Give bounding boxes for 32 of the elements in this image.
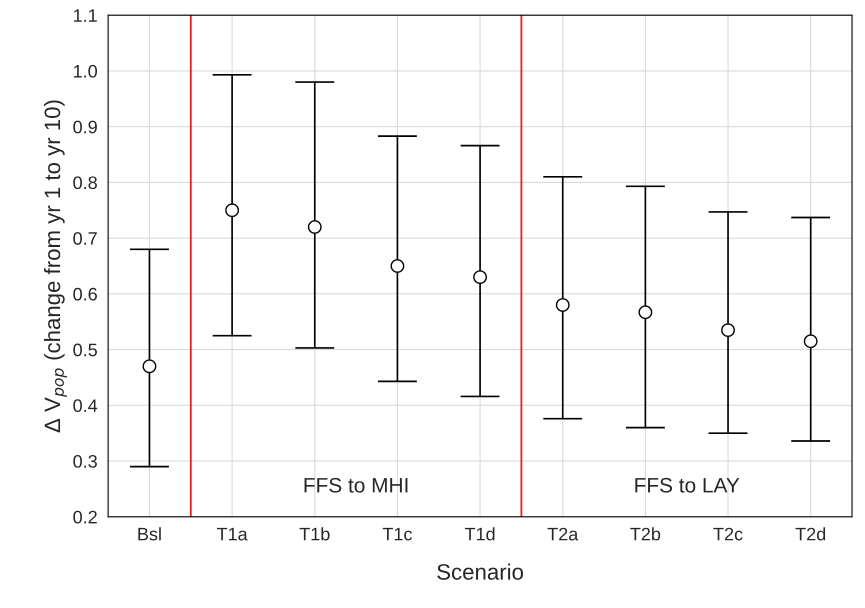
y-tick-label: 0.5 <box>73 344 97 356</box>
x-tick-label: T2b <box>630 527 660 540</box>
point <box>804 334 818 348</box>
x-tick-label: T2a <box>548 528 578 540</box>
point <box>721 323 735 337</box>
x-tick-label: T1a <box>216 528 248 540</box>
point <box>638 305 652 320</box>
point <box>556 298 570 312</box>
x-tick-label: T2d <box>796 527 826 540</box>
annotation: FFS to LAY <box>635 478 740 493</box>
x-tick-label: T1d <box>464 527 494 540</box>
point <box>308 220 322 234</box>
point <box>473 270 487 284</box>
point <box>142 359 156 374</box>
y-tick-label: 0.9 <box>73 120 97 134</box>
point <box>225 203 240 218</box>
y-tick-label: 0.3 <box>73 455 97 468</box>
y-tick-label: 1.0 <box>74 64 98 78</box>
annotation: FFS to MHI <box>304 478 408 493</box>
point <box>390 259 404 273</box>
y-tick-label: 0.2 <box>73 510 97 524</box>
y-tick-label: 0.4 <box>73 399 98 412</box>
y-tick-label: 0.7 <box>73 232 97 245</box>
x-tick-label: T1c <box>382 528 412 540</box>
x-tick-label: T1b <box>300 527 330 540</box>
x-tick-label: Bsl <box>138 527 161 540</box>
y-tick-label: 1.1 <box>74 9 97 22</box>
y-axis-title: Δ V$_{pop}$ (change from yr 1 to yr 10) <box>44 100 67 432</box>
x-axis-title: Scenario <box>437 563 523 580</box>
x-tick-label: T2c <box>713 528 743 540</box>
y-tick-label: 0.8 <box>73 176 97 190</box>
y-tick-label: 0.6 <box>73 288 97 301</box>
